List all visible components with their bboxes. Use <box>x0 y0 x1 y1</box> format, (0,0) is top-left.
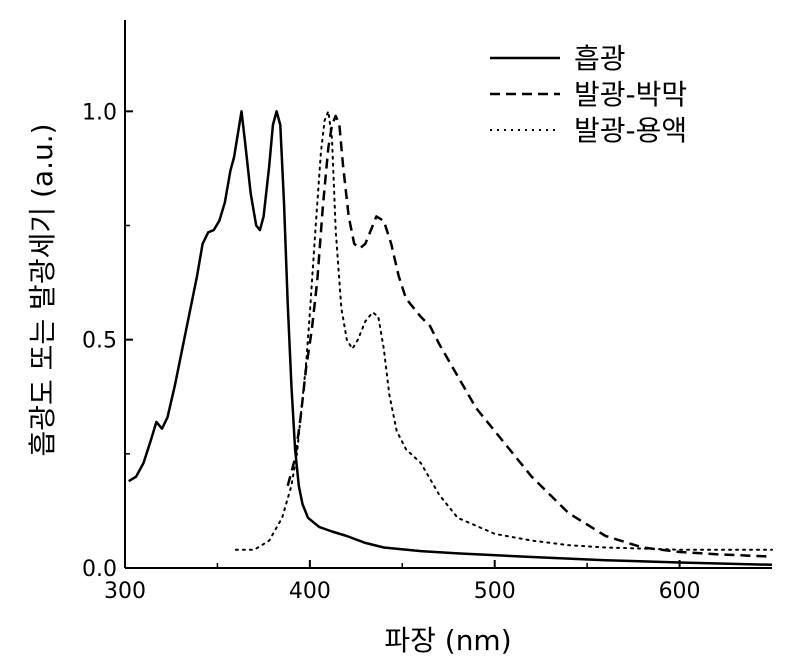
x-tick-label: 400 <box>289 579 331 604</box>
x-axis-label: 파장 (nm) <box>384 624 511 657</box>
x-ticks: 300 400 500 600 <box>104 560 701 604</box>
series-emission-film <box>288 116 772 557</box>
legend-label-emission-film: 발광-박막 <box>574 78 687 111</box>
series-absorption <box>129 111 772 565</box>
series-emission-solution <box>236 111 772 549</box>
x-tick-label: 500 <box>474 579 516 604</box>
series-layer <box>129 111 772 565</box>
legend-label-absorption: 흡광 <box>574 42 626 75</box>
y-tick-label: 1.0 <box>82 100 117 125</box>
y-axis-label: 흡광도 또는 발광세기 (a.u.) <box>26 123 59 456</box>
y-tick-label: 0.5 <box>82 329 117 354</box>
legend-label-emission-solution: 발광-용액 <box>574 114 687 147</box>
legend: 흡광 발광-박막 발광-용액 <box>490 42 687 147</box>
x-tick-label: 600 <box>659 579 701 604</box>
y-tick-label: 0.0 <box>82 557 117 582</box>
x-tick-label: 300 <box>104 579 146 604</box>
